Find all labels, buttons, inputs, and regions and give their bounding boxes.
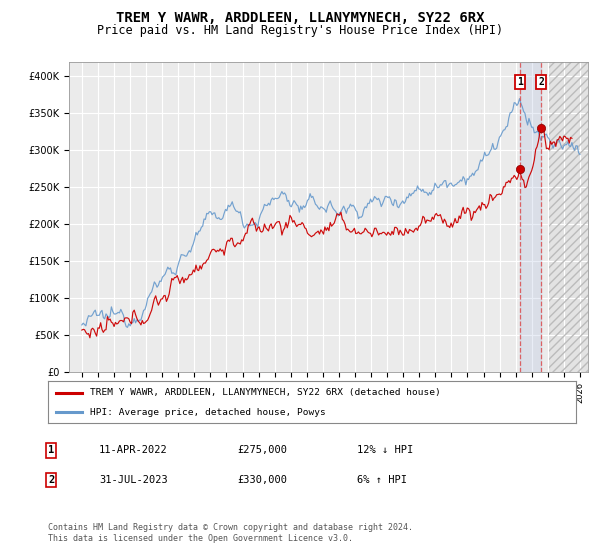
Text: TREM Y WAWR, ARDDLEEN, LLANYMYNECH, SY22 6RX (detached house): TREM Y WAWR, ARDDLEEN, LLANYMYNECH, SY22…: [90, 388, 441, 397]
Text: 11-APR-2022: 11-APR-2022: [99, 445, 168, 455]
Text: £275,000: £275,000: [237, 445, 287, 455]
Text: £330,000: £330,000: [237, 475, 287, 485]
Bar: [549, 62, 590, 372]
Bar: [520, 62, 541, 372]
Text: 31-JUL-2023: 31-JUL-2023: [99, 475, 168, 485]
Text: Price paid vs. HM Land Registry's House Price Index (HPI): Price paid vs. HM Land Registry's House …: [97, 24, 503, 38]
Text: HPI: Average price, detached house, Powys: HPI: Average price, detached house, Powy…: [90, 408, 326, 417]
Text: TREM Y WAWR, ARDDLEEN, LLANYMYNECH, SY22 6RX: TREM Y WAWR, ARDDLEEN, LLANYMYNECH, SY22…: [116, 11, 484, 25]
Bar: [549, 62, 590, 372]
Text: 12% ↓ HPI: 12% ↓ HPI: [357, 445, 413, 455]
Text: 1: 1: [48, 445, 54, 455]
Text: 2: 2: [538, 77, 544, 87]
Text: 2: 2: [48, 475, 54, 485]
Text: 1: 1: [517, 77, 523, 87]
Text: 6% ↑ HPI: 6% ↑ HPI: [357, 475, 407, 485]
Text: Contains HM Land Registry data © Crown copyright and database right 2024.
This d: Contains HM Land Registry data © Crown c…: [48, 524, 413, 543]
